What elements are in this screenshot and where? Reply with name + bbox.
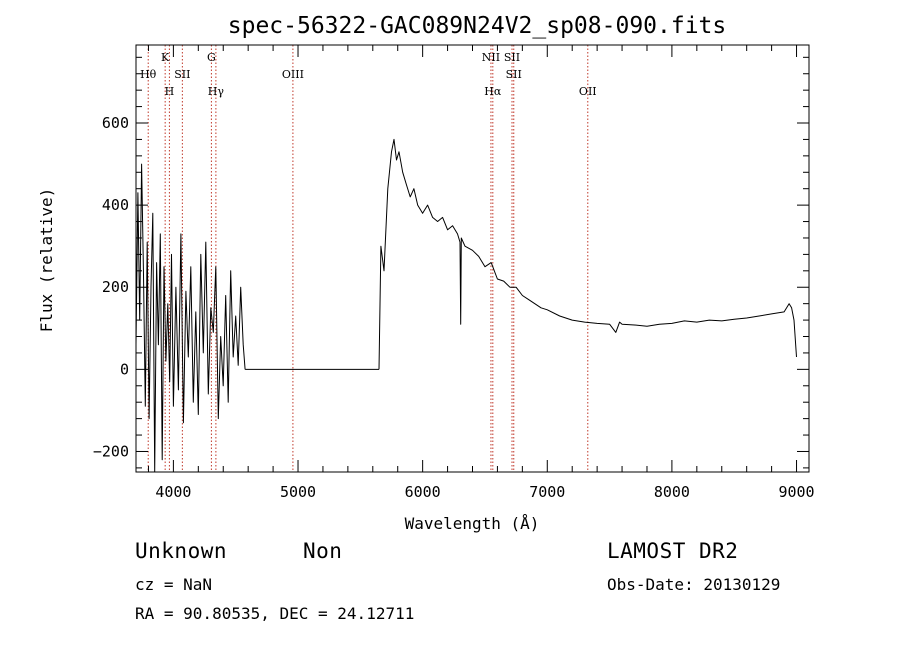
plot-frame — [135, 44, 810, 473]
spectral-line-markers — [147, 45, 589, 472]
axes — [135, 44, 810, 473]
axis-tick-labels: 4000 5000 6000 7000 8000 9000 −200 0 200 400 600 — [93, 114, 815, 501]
axis-ticks — [136, 45, 809, 472]
x-axis-label: Wavelength (Å) — [405, 514, 540, 533]
spectral-line-label: OIII — [282, 68, 304, 81]
spectral-line-label: Hα — [484, 85, 502, 98]
spectral-line-label: G — [207, 51, 216, 64]
class-label: Unknown — [135, 539, 228, 563]
spectral-line-label: OII — [579, 85, 597, 98]
spectrum-line — [135, 163, 246, 473]
subclass-label: Non — [303, 539, 343, 563]
spectrum-line — [378, 138, 797, 370]
spectral-line-labels: Hθ K H SII G Hγ OIII NII Hα SII SII OII — [140, 51, 597, 98]
x-tick-label: 8000 — [654, 483, 690, 501]
y-tick-label: −200 — [93, 442, 129, 460]
chart-title: spec-56322-GAC089N24V2_sp08-090.fits — [228, 13, 727, 39]
spectral-line-label: SII — [504, 51, 520, 64]
spectral-line-label: NII — [482, 51, 500, 64]
y-tick-label: 200 — [102, 278, 129, 296]
y-axis-label: Flux (relative) — [37, 188, 56, 333]
x-tick-label: 4000 — [155, 483, 191, 501]
redshift-label: cz = NaN — [135, 575, 213, 594]
survey-label: LAMOST DR2 — [607, 539, 739, 563]
spectral-line-label: SII — [506, 68, 522, 81]
spectral-line-label: Hθ — [140, 68, 157, 81]
spectral-line-label: SII — [174, 68, 190, 81]
spectral-line-label: H — [165, 85, 175, 98]
obs-date-label: Obs-Date: 20130129 — [607, 575, 781, 594]
y-tick-label: 400 — [102, 196, 129, 214]
x-tick-label: 9000 — [778, 483, 814, 501]
y-tick-label: 600 — [102, 114, 129, 132]
spectral-line-label: K — [161, 51, 170, 64]
x-tick-label: 7000 — [529, 483, 565, 501]
coordinates-label: RA = 90.80535, DEC = 24.12711 — [135, 604, 415, 623]
flux-series — [135, 138, 797, 473]
y-tick-label: 0 — [120, 360, 129, 378]
x-tick-label: 5000 — [280, 483, 316, 501]
x-tick-label: 6000 — [405, 483, 441, 501]
spectral-line-label: Hγ — [208, 85, 225, 98]
